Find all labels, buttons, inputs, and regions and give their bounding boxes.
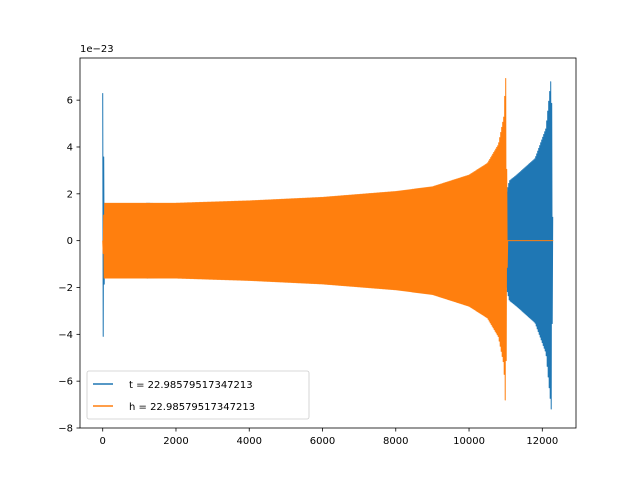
x-tick-label: 10000	[453, 436, 485, 447]
legend-box	[86, 370, 310, 420]
series-line-h	[102, 78, 554, 401]
y-tick-label: 2	[67, 189, 73, 200]
y-tick-label: −4	[58, 330, 73, 341]
series-layer	[102, 78, 554, 410]
legend-label-t: t = 22.98579517347213	[129, 380, 253, 391]
legend: t = 22.98579517347213 h = 22.98579517347…	[86, 370, 310, 420]
x-tick-label: 0	[100, 436, 106, 447]
x-tick-label: 4000	[237, 436, 262, 447]
y-tick-label: −6	[58, 377, 73, 388]
y-tick-label: 0	[67, 236, 73, 247]
y-offset-label: 1e−23	[80, 44, 114, 55]
legend-label-h: h = 22.98579517347213	[129, 402, 255, 413]
y-tick-label: 4	[67, 142, 73, 153]
x-tick-label: 8000	[383, 436, 408, 447]
axes-frame	[79, 57, 577, 429]
y-tick-label: −2	[58, 283, 73, 294]
y-axis: −8 −6 −4 −2 0 2 4 6	[58, 96, 80, 435]
x-tick-label: 2000	[163, 436, 188, 447]
y-tick-label: 6	[67, 96, 73, 107]
x-tick-label: 12000	[526, 436, 558, 447]
y-tick-label: −8	[58, 424, 73, 435]
x-axis: 0 2000 4000 6000 8000 10000 12000	[100, 428, 558, 447]
x-tick-label: 6000	[310, 436, 335, 447]
